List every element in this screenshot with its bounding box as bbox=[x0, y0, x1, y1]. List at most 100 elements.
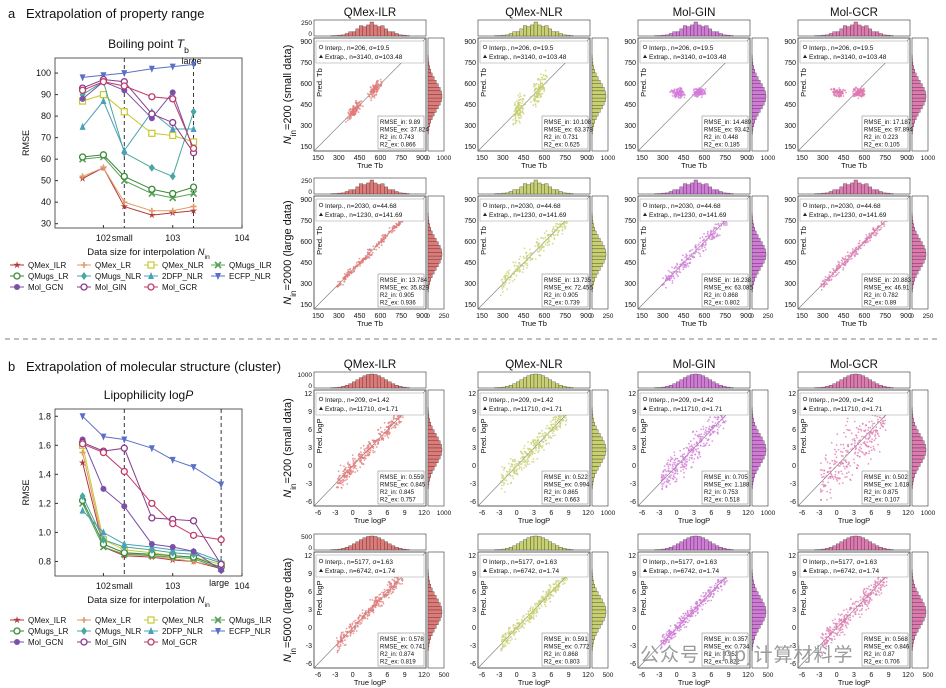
scatter-point bbox=[513, 466, 515, 469]
scatter-point bbox=[339, 481, 342, 484]
right-hist-tick: 0 bbox=[750, 313, 754, 320]
scatter-point bbox=[389, 588, 392, 591]
series-point-2DFP_NLR bbox=[79, 506, 86, 514]
scatter-x-tick-label: 150 bbox=[476, 313, 488, 320]
scatter-y-tick-label: 600 bbox=[624, 81, 636, 88]
scatter-y-tick-label: 150 bbox=[784, 144, 796, 151]
top-hist-bar bbox=[352, 381, 356, 389]
scatter-point bbox=[857, 92, 860, 95]
scatter-point bbox=[678, 268, 681, 271]
scatter-point bbox=[523, 247, 526, 250]
series-point-QMugs_NLR bbox=[169, 172, 176, 181]
scatter-point bbox=[666, 478, 668, 480]
interp-marker bbox=[318, 44, 324, 50]
scatter-point bbox=[364, 257, 367, 259]
top-hist-bar bbox=[818, 387, 823, 389]
scatter-y-tick-label: 600 bbox=[464, 81, 476, 88]
scatter-point bbox=[713, 424, 716, 427]
top-hist-bar bbox=[850, 24, 855, 37]
scatter-point bbox=[848, 451, 850, 454]
scatter-point bbox=[349, 463, 351, 466]
top-hist-bar bbox=[530, 374, 535, 389]
scatter-point bbox=[844, 264, 847, 267]
scatter-point bbox=[824, 275, 827, 278]
scatter-point bbox=[675, 480, 678, 483]
scatter-point bbox=[524, 461, 526, 463]
right-hist-bar bbox=[427, 584, 431, 589]
scatter-point bbox=[865, 238, 868, 240]
series-point-Mol_GCR bbox=[78, 86, 87, 94]
scatter-point bbox=[366, 617, 369, 620]
scatter-point bbox=[369, 93, 372, 96]
scatter-point bbox=[865, 452, 868, 455]
scatter-point bbox=[389, 432, 391, 434]
scatter-point bbox=[682, 268, 685, 271]
metric-rmse-ex: RMSE_ex: 63.085 bbox=[704, 286, 753, 292]
scatter-point bbox=[345, 121, 347, 123]
scatter-point bbox=[557, 415, 560, 418]
scatter-point bbox=[830, 497, 832, 499]
scatter-point bbox=[535, 87, 537, 90]
scatter-point bbox=[832, 269, 835, 272]
scatter-point bbox=[868, 421, 871, 423]
scatter-point bbox=[845, 449, 847, 452]
scatter-point bbox=[853, 88, 856, 91]
scatter-point bbox=[371, 91, 374, 93]
scatter-point bbox=[551, 242, 554, 245]
right-hist-bar bbox=[591, 598, 603, 603]
right-hist-bar bbox=[591, 123, 594, 128]
scatter-point bbox=[507, 627, 510, 629]
series-line-Mol_GCN bbox=[82, 81, 195, 151]
scatter-y-tick-label: -6 bbox=[630, 499, 636, 506]
scatter-point bbox=[507, 637, 510, 639]
scatter-point bbox=[545, 439, 547, 442]
right-hist-bar bbox=[911, 234, 919, 239]
scatter-y-tick-label: 300 bbox=[784, 281, 796, 288]
series-point-Mol_GIN bbox=[217, 560, 225, 569]
scatter-point bbox=[519, 114, 522, 117]
scatter-point bbox=[847, 463, 849, 466]
scatter-point bbox=[842, 268, 845, 271]
interp-text: Interp., n=206, σ=19.5 bbox=[649, 45, 714, 52]
scatter-point bbox=[858, 242, 861, 245]
top-hist-bar bbox=[537, 24, 542, 37]
scatter-point bbox=[375, 439, 377, 442]
metric-rmse-in: RMSE_in: 9.89 bbox=[380, 120, 421, 126]
scatter-point bbox=[841, 262, 843, 264]
scatter-point bbox=[399, 416, 402, 418]
right-hist-bar bbox=[911, 444, 926, 449]
top-hist-bar bbox=[700, 26, 705, 37]
scatter-point bbox=[357, 111, 360, 114]
top-hist-bar bbox=[683, 377, 688, 389]
right-hist-tick: 1000 bbox=[761, 155, 776, 162]
scatter-point bbox=[674, 470, 677, 472]
scatter-y-tick-label: 450 bbox=[624, 260, 636, 267]
scatter-point bbox=[506, 278, 508, 281]
interp-text: Interp., n=209, σ=1.42 bbox=[325, 397, 390, 404]
scatter-point bbox=[346, 483, 349, 485]
scatter-point bbox=[361, 257, 364, 260]
metric-rmse-in: RMSE_in: 13.735 bbox=[544, 278, 592, 284]
scatter-x-tick-label: 750 bbox=[719, 313, 731, 320]
scatter-point bbox=[375, 597, 377, 600]
scatter-point bbox=[522, 108, 524, 111]
right-hist-bar bbox=[751, 281, 754, 286]
top-hist-bar bbox=[355, 186, 360, 195]
scatter-point bbox=[514, 465, 517, 468]
scatter-point bbox=[825, 458, 827, 461]
scatter-point bbox=[342, 484, 344, 486]
top-hist-bar bbox=[384, 186, 388, 195]
right-hist-bar bbox=[911, 115, 917, 120]
scatter-point bbox=[512, 261, 515, 263]
scatter-point bbox=[870, 232, 873, 234]
row-label-part: =2000 (large data) bbox=[282, 200, 294, 290]
scatter-point bbox=[714, 232, 717, 234]
top-hist-bar bbox=[376, 537, 381, 551]
scatter-point bbox=[697, 457, 699, 460]
scatter-point bbox=[553, 423, 556, 426]
scatter-point bbox=[340, 476, 343, 479]
scatter-point bbox=[880, 221, 883, 223]
scatter-point bbox=[683, 447, 685, 450]
right-hist-bar bbox=[911, 270, 919, 275]
top-hist-bar bbox=[843, 183, 848, 195]
